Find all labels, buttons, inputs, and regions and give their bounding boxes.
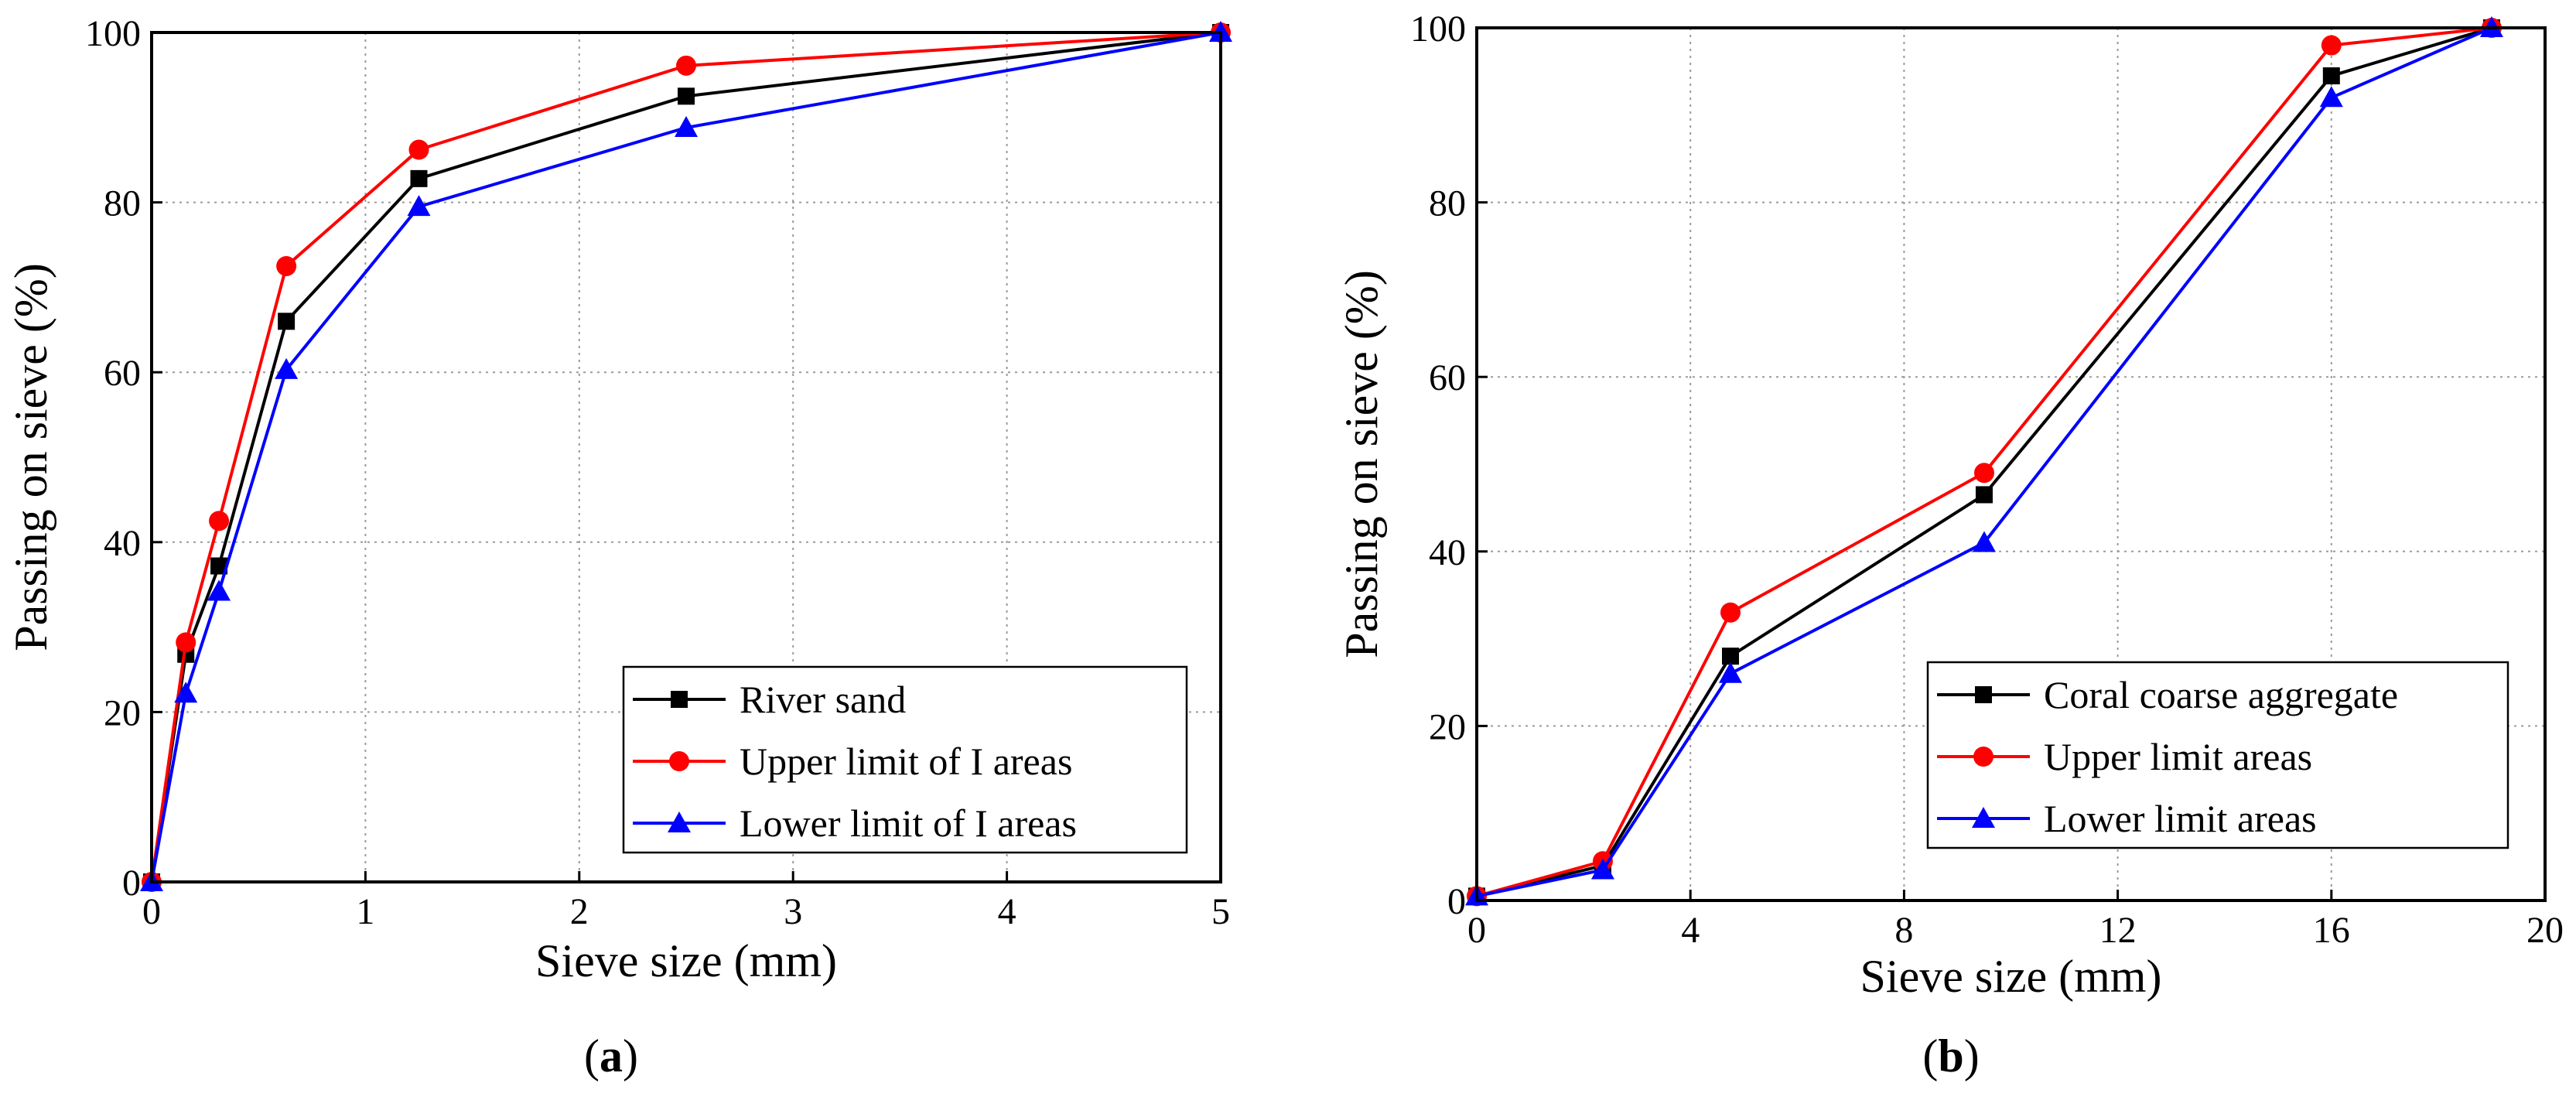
y-tick-label: 20 (104, 692, 141, 733)
chart-panel-a: 0 1 2 3 4 5 0 20 40 60 80 100 Sieve size (mm) Passing… (5, 13, 1232, 1082)
legend-marker (1975, 686, 1992, 703)
y-axis-title: Passing on sieve (%) (1336, 270, 1387, 658)
legend-marker (1973, 747, 1993, 767)
legend-label: Upper limit areas (2044, 735, 2312, 778)
data-point (275, 357, 299, 379)
x-tick-label: 4 (1681, 910, 1700, 951)
data-point (276, 255, 297, 276)
y-tick-label: 0 (122, 863, 141, 904)
plot-frame (150, 31, 1222, 883)
data-point (407, 195, 431, 217)
data-point (278, 313, 296, 330)
legend: River sand Upper limit of I areas Lower li… (622, 665, 1188, 854)
x-tick-label: 0 (1467, 910, 1486, 951)
y-tick-label: 60 (104, 353, 141, 394)
x-tick-label: 8 (1894, 910, 1913, 951)
legend-label: Upper limit of I areas (740, 740, 1072, 783)
legend-marker (668, 812, 691, 832)
y-tick-label: 100 (85, 13, 141, 54)
data-point (675, 115, 698, 137)
data-point (1718, 661, 1742, 683)
x-axis-title: Sieve size (mm) (1860, 951, 2162, 1002)
y-tick-label: 40 (1429, 532, 1466, 573)
data-point (408, 139, 429, 160)
series-line-0 (1476, 26, 2492, 898)
legend: Coral coarse aggregate Upper limit areas L… (1926, 661, 2509, 849)
y-axis-title: Passing on sieve (%) (5, 263, 56, 651)
data-point (207, 579, 231, 601)
x-tick-label: 12 (2099, 910, 2137, 951)
data-point (1721, 648, 1739, 665)
panel-label: (a) (584, 1030, 638, 1082)
data-point (410, 169, 428, 187)
data-point (1590, 858, 1614, 880)
y-tick-label: 60 (1429, 357, 1466, 398)
y-tick-label: 40 (104, 523, 141, 564)
x-axis-title: Sieve size (mm) (535, 935, 837, 986)
data-point (678, 87, 695, 105)
y-tick-label: 80 (104, 183, 141, 224)
series-line-1 (1476, 26, 2492, 898)
legend-marker (1972, 807, 1995, 828)
data-point (1972, 531, 1996, 552)
legend-marker (671, 691, 688, 708)
data-point (210, 557, 228, 575)
data-point (174, 682, 198, 703)
panel-label: (b) (1922, 1030, 1979, 1082)
chart-panel-b: 0 4 8 12 16 20 0 20 40 60 80 100 Sieve size (mm) Pass… (1336, 9, 2564, 1082)
data-point (676, 55, 696, 76)
series-line-2 (1476, 26, 2492, 898)
legend-label: River sand (740, 678, 906, 721)
x-tick-label: 2 (570, 891, 589, 932)
x-tick-label: 20 (2526, 910, 2564, 951)
data-point (1975, 486, 1993, 504)
data-point (1973, 463, 1994, 484)
legend-marker (669, 751, 689, 771)
data-point (1720, 602, 1741, 623)
y-tick-label: 20 (1429, 706, 1466, 747)
y-tick-label: 100 (1410, 9, 1466, 50)
legend-label: Lower limit of I areas (740, 801, 1077, 845)
plot-frame (1475, 26, 2547, 902)
data-point (2319, 86, 2343, 108)
x-tick-label: 0 (142, 891, 161, 932)
legend-label: Coral coarse aggregate (2044, 673, 2398, 716)
x-tick-label: 1 (356, 891, 374, 932)
data-point (176, 632, 196, 653)
data-point (2322, 67, 2340, 85)
y-tick-label: 80 (1429, 183, 1466, 224)
y-tick-label: 0 (1447, 881, 1466, 922)
x-tick-label: 4 (998, 891, 1016, 932)
data-point (2321, 35, 2342, 56)
data-point (209, 511, 230, 531)
x-tick-label: 3 (784, 891, 802, 932)
x-tick-label: 5 (1211, 891, 1230, 932)
x-tick-label: 16 (2313, 910, 2350, 951)
legend-label: Lower limit areas (2044, 797, 2317, 840)
